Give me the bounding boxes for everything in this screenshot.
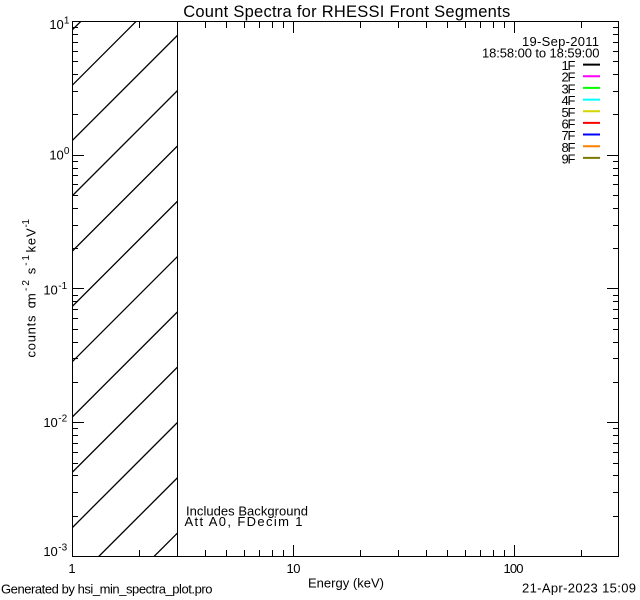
svg-text:9F: 9F — [562, 152, 576, 167]
svg-text:s: s — [24, 267, 39, 274]
svg-text:1: 1 — [68, 561, 75, 576]
svg-text:4F: 4F — [562, 93, 576, 108]
svg-text:21-Apr-2023 15:09: 21-Apr-2023 15:09 — [522, 581, 636, 596]
svg-text:Includes Background: Includes Background — [186, 503, 308, 518]
svg-text:10: 10 — [43, 415, 57, 430]
svg-text:10: 10 — [43, 283, 57, 298]
svg-text:19-Sep-2011: 19-Sep-2011 — [522, 34, 599, 49]
svg-text:10: 10 — [49, 17, 63, 32]
svg-text:Energy (keV): Energy (keV) — [308, 576, 384, 591]
svg-text:6F: 6F — [562, 117, 576, 132]
svg-text:10: 10 — [49, 148, 63, 163]
svg-text:-1: -1 — [21, 255, 32, 266]
svg-text:-2: -2 — [58, 414, 67, 425]
svg-text:1: 1 — [64, 16, 70, 27]
svg-text:10: 10 — [43, 544, 57, 559]
svg-text:18:58:00 to 18:59:00: 18:58:00 to 18:59:00 — [482, 46, 600, 61]
svg-text:-2: -2 — [21, 280, 32, 291]
svg-text:7F: 7F — [562, 128, 576, 143]
svg-text:-1: -1 — [21, 219, 32, 228]
svg-text:-3: -3 — [58, 543, 67, 554]
svg-text:Att A0, FDecim 1: Att A0, FDecim 1 — [185, 514, 303, 529]
svg-text:100: 100 — [504, 561, 524, 576]
svg-text:Generated by hsi_min_spectra_p: Generated by hsi_min_spectra_plot.pro — [1, 582, 213, 597]
svg-text:keV: keV — [24, 228, 39, 253]
svg-text:3F: 3F — [562, 81, 576, 96]
svg-text:-1: -1 — [58, 281, 67, 292]
svg-text:counts: counts — [24, 315, 39, 358]
svg-text:8F: 8F — [562, 140, 576, 155]
svg-text:5F: 5F — [562, 105, 576, 120]
svg-text:10: 10 — [287, 561, 301, 576]
svg-text:2F: 2F — [562, 70, 576, 85]
svg-text:1F: 1F — [562, 58, 576, 73]
svg-text:Count Spectra for RHESSI Front: Count Spectra for RHESSI Front Segments — [183, 3, 510, 21]
svg-text:cm: cm — [24, 293, 39, 308]
svg-text:0: 0 — [64, 146, 70, 157]
